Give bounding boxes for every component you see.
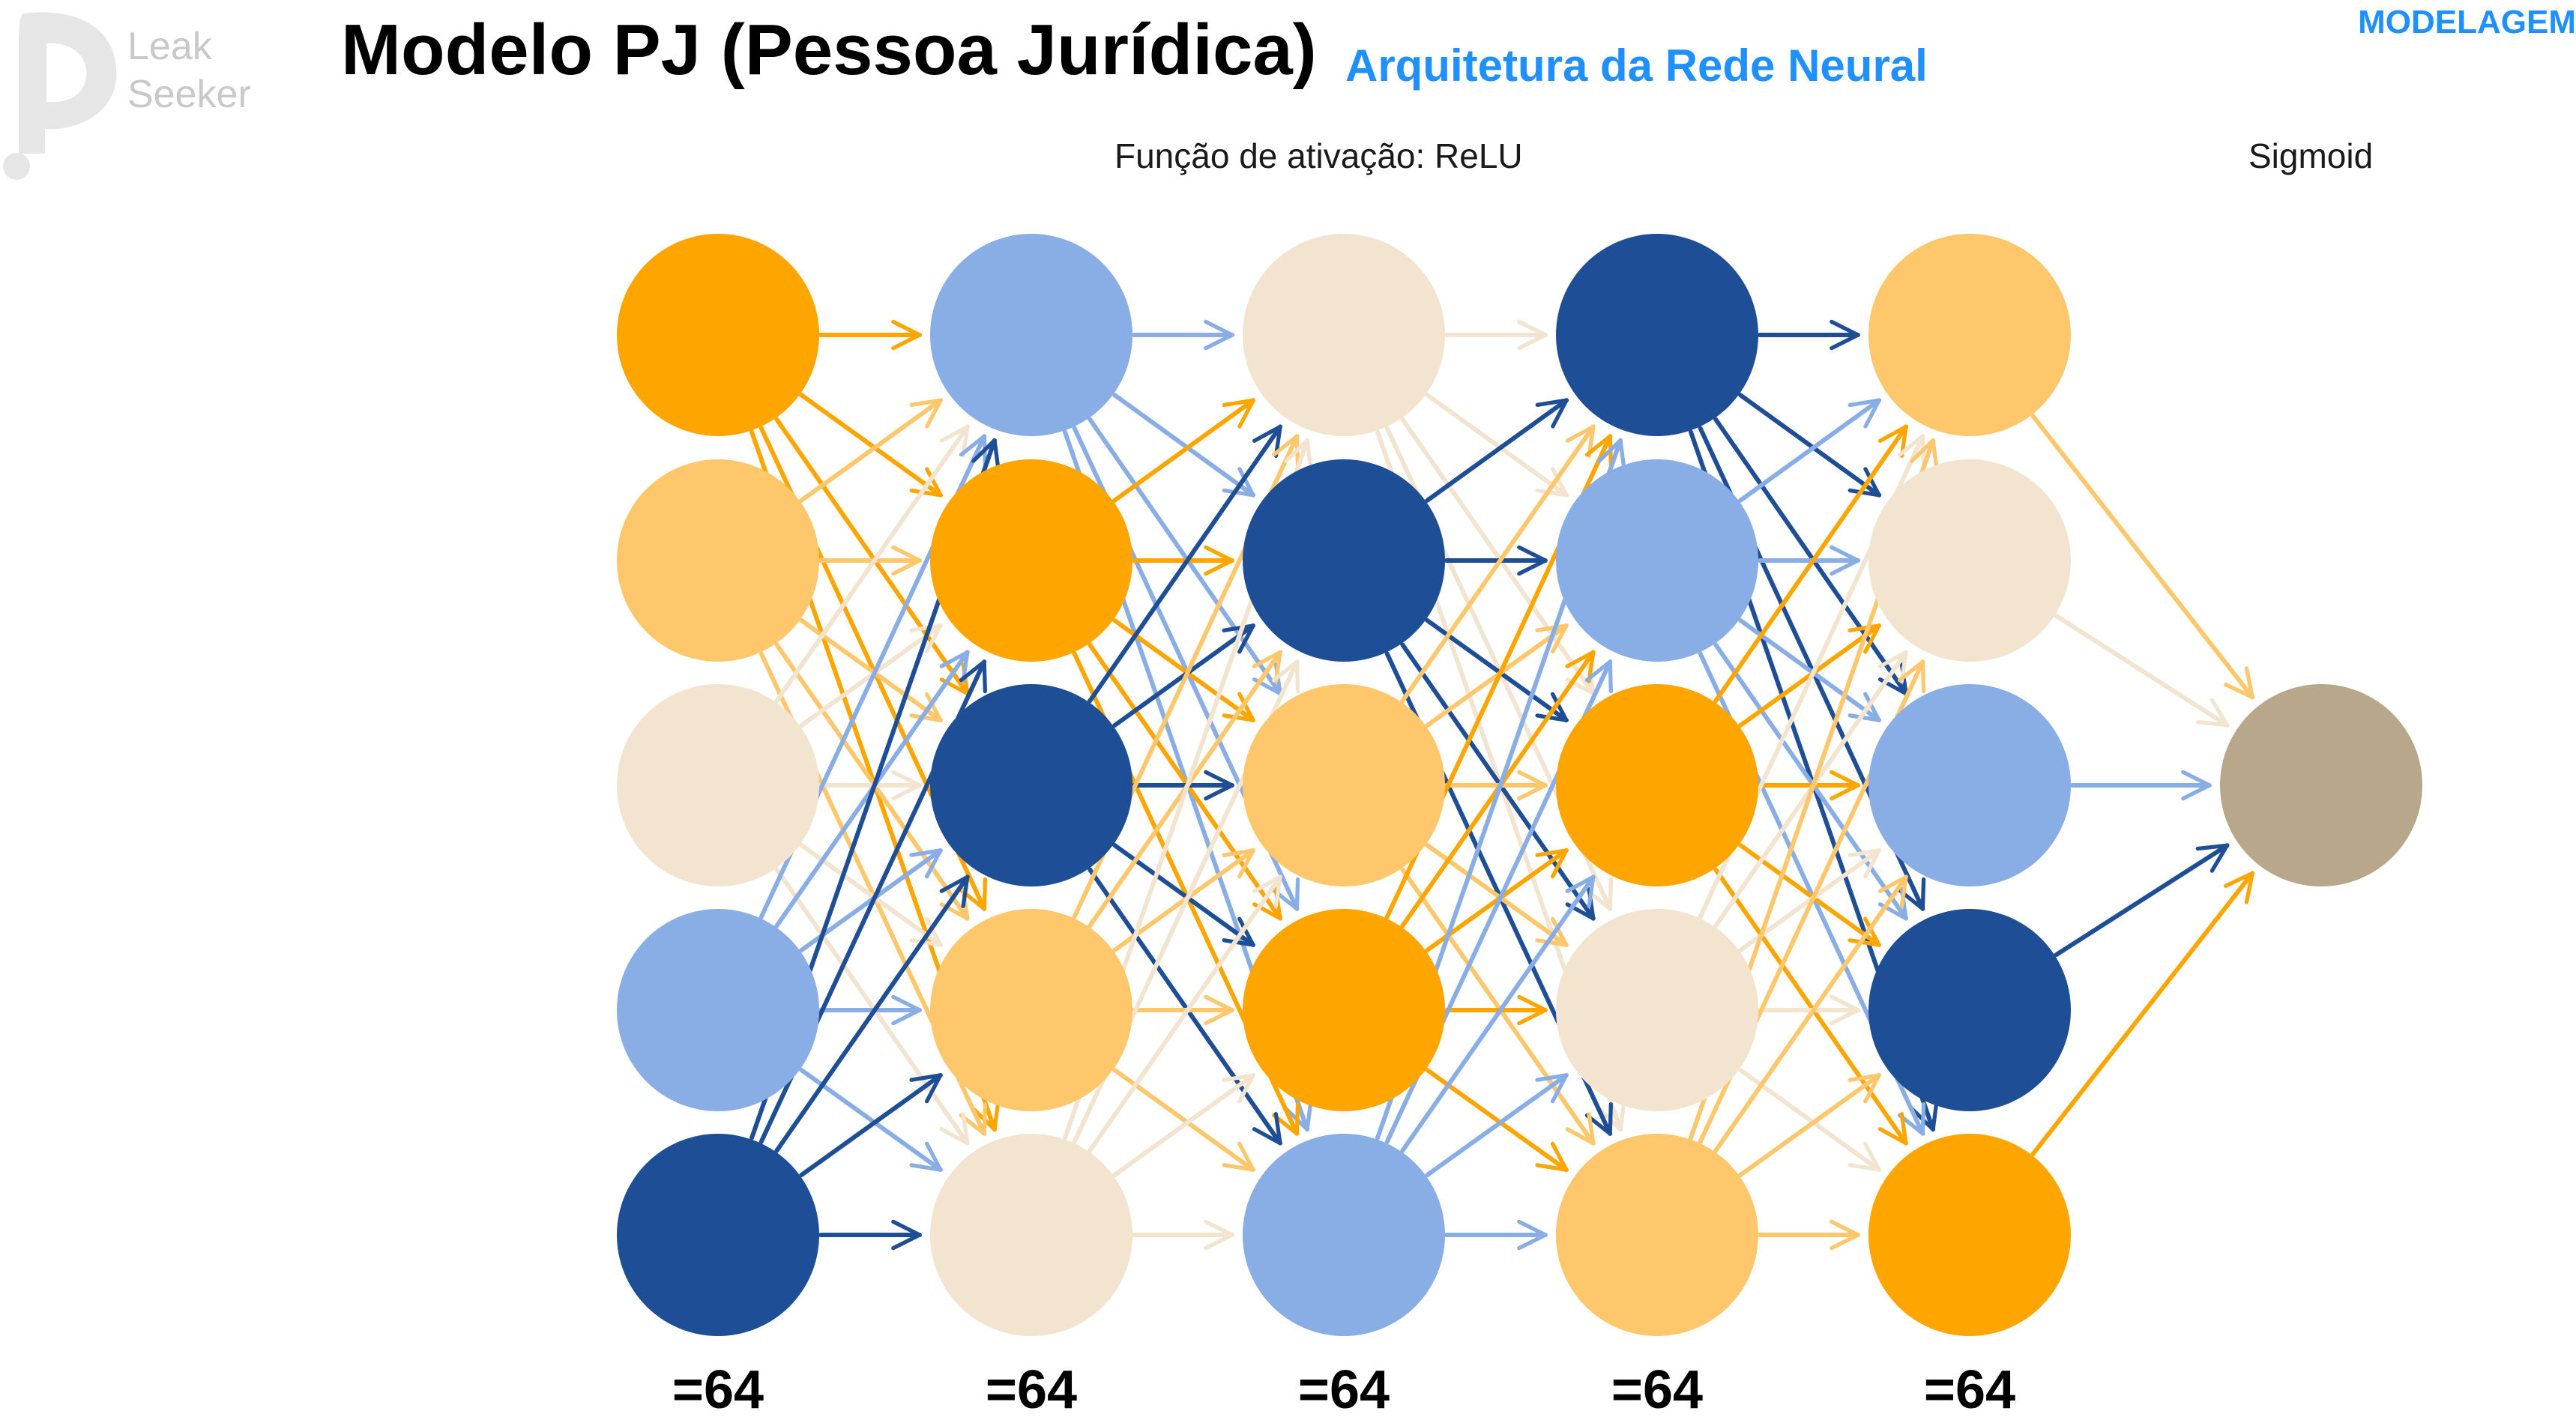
connection-l3-n2-to-n3 [1425,617,1569,723]
logo: Leak Seeker [0,0,270,187]
connection-l4-n3-to-n4 [1738,843,1881,947]
brand-line-1: Leak [127,25,212,68]
connection-l5-n4-to-output [2054,843,2230,958]
layer-3-size-label: =64 [1297,1360,1390,1420]
neuron-layer-4-node-3 [1556,684,1758,886]
connection-l4-n2-to-n1 [1738,398,1882,503]
connection-l2-n3-to-n4 [1112,843,1255,947]
neuron-layer-5-node-4 [1868,909,2071,1111]
connection-l3-n1-to-n2 [1425,393,1569,498]
neuron-layer-4-node-4 [1556,909,1758,1111]
neuron-layer-1-node-4 [617,909,819,1111]
connection-l3-n5-to-n4 [1425,1072,1569,1178]
neuron-layer-5-node-1 [1868,234,2071,436]
connection-l2-n5-to-n4 [1112,1073,1255,1177]
connection-l2-n3-to-n1 [1088,424,1283,704]
neuron-layer-2-node-4 [930,909,1132,1111]
page-subtitle: Arquitetura da Rede Neural [1345,40,1928,91]
neuron-layer-4-node-1 [1556,234,1758,436]
connection-l2-n2-to-n3 [1112,618,1255,722]
connection-l5-n1-to-output [2030,414,2255,700]
connection-l5-n2-to-output [2054,613,2230,728]
neuron-layer-2-node-1 [930,234,1132,436]
connection-l4-n3-to-n1 [1713,424,1909,704]
neuron-layer-3-node-4 [1243,909,1445,1111]
connection-l4-n5-to-n3 [1713,874,1908,1153]
brand-line-2: Seeker [127,73,251,116]
connection-l1-n3-to-n4 [799,842,943,948]
connection-l3-n2-to-n1 [1425,398,1569,503]
neuron-layer-3-node-1 [1243,234,1445,436]
connection-l3-n3-to-n4 [1425,842,1569,948]
neuron-layer-3-node-5 [1243,1134,1445,1336]
layer-4-size-label: =64 [1611,1360,1704,1420]
neuron-layer-1-node-2 [617,459,819,662]
connection-l4-n5-to-n4 [1738,1073,1881,1177]
layer-2-size-label: =64 [985,1360,1078,1420]
connection-l1-n2-to-n1 [799,398,944,503]
connection-l4-n1-to-n2 [1738,393,1882,498]
connection-l1-n5-to-n3 [774,874,970,1153]
connection-l2-n4-to-n5 [1112,1068,1255,1172]
neuron-layer-3-node-2 [1243,459,1445,662]
neuron-layer-4-node-5 [1556,1134,1758,1336]
neuron-layer-1-node-1 [617,234,819,436]
output-neuron [2220,684,2422,886]
neuron-layer-5-node-5 [1868,1134,2071,1336]
connection-l1-n1-to-n2 [799,393,944,498]
neuron-layer-3-node-3 [1243,684,1445,886]
layer-5-size-label: =64 [1923,1360,2016,1420]
output-activation-label: Sigmoid [2248,136,2374,175]
connection-l4-n2-to-n3 [1738,618,1881,722]
connection-l1-n3-to-n1 [774,424,970,704]
logo-mark-icon [3,12,117,180]
connection-l1-n2-to-n3 [799,617,943,723]
neuron-layer-2-node-2 [930,459,1132,662]
connection-l1-n4-to-n5 [799,1067,943,1173]
brand-name: Leak Seeker [127,22,251,118]
connection-l2-n2-to-n1 [1112,398,1256,503]
section-tag: MODELAGEM [2358,4,2576,40]
connection-l2-n1-to-n2 [1112,393,1256,498]
neurons [617,234,2422,1336]
neuron-layer-1-node-5 [617,1134,819,1336]
connection-l2-n5-to-n3 [1088,874,1282,1153]
neuron-layer-1-node-3 [617,684,819,886]
connection-l1-n5-to-n4 [799,1072,943,1178]
page-title: Modelo PJ (Pessoa Jurídica) [341,10,1317,90]
neuron-layer-2-node-5 [930,1134,1132,1336]
neuron-layer-2-node-3 [930,684,1132,886]
neuron-layer-5-node-3 [1868,684,2071,886]
neuron-layer-5-node-2 [1868,459,2071,662]
neuron-layer-4-node-2 [1556,459,1758,662]
connection-l5-n5-to-output [2030,871,2255,1157]
connection-l3-n3-to-n1 [1400,424,1596,704]
hidden-activation-label: Função de ativação: ReLU [1114,136,1523,175]
connection-l3-n5-to-n3 [1400,874,1596,1153]
connection-l3-n4-to-n5 [1425,1067,1569,1173]
connection-l4-n4-to-n5 [1738,1068,1881,1172]
layer-1-size-label: =64 [672,1360,764,1420]
